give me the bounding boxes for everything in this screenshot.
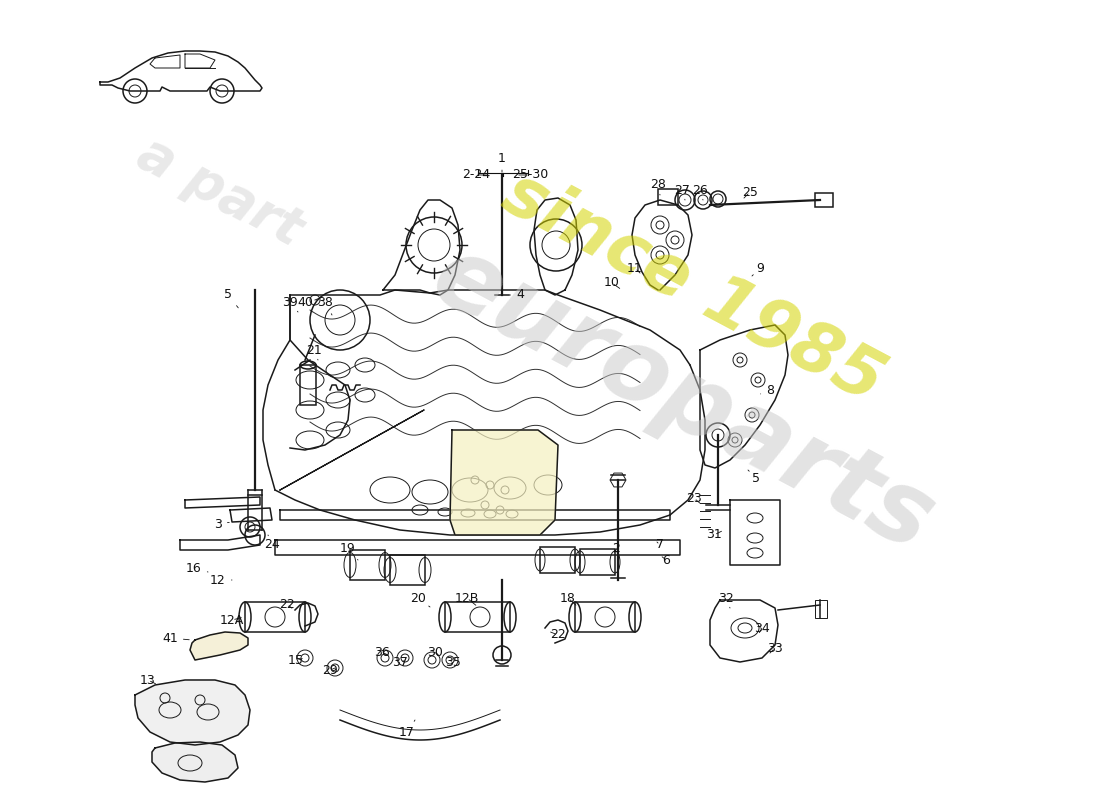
Text: 21: 21 <box>306 343 322 360</box>
Text: 2-24: 2-24 <box>462 169 491 182</box>
Text: a part: a part <box>129 127 311 257</box>
Text: 33: 33 <box>767 642 783 654</box>
Polygon shape <box>450 430 558 535</box>
Text: 25: 25 <box>742 186 758 198</box>
Text: 4: 4 <box>510 289 524 302</box>
Text: 26: 26 <box>692 183 708 200</box>
Text: 18: 18 <box>560 591 576 605</box>
Text: 27: 27 <box>674 183 690 200</box>
Text: 1: 1 <box>498 151 506 172</box>
Polygon shape <box>135 680 250 745</box>
Text: 36: 36 <box>374 646 389 658</box>
Text: 6: 6 <box>662 554 670 566</box>
Text: 22: 22 <box>279 598 295 610</box>
Text: 9: 9 <box>752 262 763 276</box>
Text: 37: 37 <box>392 655 408 669</box>
Text: 17: 17 <box>399 720 415 739</box>
Text: 32: 32 <box>718 591 734 608</box>
Text: 3: 3 <box>214 518 229 530</box>
Text: 29: 29 <box>322 663 338 677</box>
Bar <box>815 600 827 618</box>
Text: 13: 13 <box>140 674 156 686</box>
Polygon shape <box>152 742 238 782</box>
Bar <box>575 602 635 632</box>
Text: 20: 20 <box>410 591 430 607</box>
Bar <box>446 602 510 632</box>
Bar <box>350 550 385 580</box>
Text: 31: 31 <box>706 529 722 542</box>
Bar <box>540 547 575 573</box>
Text: 7: 7 <box>656 538 664 551</box>
Text: 10: 10 <box>604 277 620 290</box>
Text: 39: 39 <box>282 295 298 312</box>
Text: 2: 2 <box>612 542 620 554</box>
Text: 5: 5 <box>748 470 760 485</box>
Text: 22: 22 <box>550 629 565 642</box>
Bar <box>658 189 678 205</box>
Bar <box>815 193 833 207</box>
Text: 16: 16 <box>186 562 208 574</box>
Bar <box>245 602 305 632</box>
Text: 5: 5 <box>224 289 239 308</box>
Text: 25-30: 25-30 <box>512 169 548 182</box>
Bar <box>300 365 316 405</box>
Text: 24: 24 <box>264 535 279 551</box>
Text: 12: 12 <box>210 574 232 586</box>
Text: 11: 11 <box>627 262 642 274</box>
Text: 12B: 12B <box>454 591 480 606</box>
Text: 15: 15 <box>288 654 304 666</box>
Text: 23: 23 <box>686 491 702 505</box>
Text: 12A: 12A <box>220 614 244 626</box>
Bar <box>580 549 615 575</box>
Text: 40: 40 <box>297 295 312 312</box>
Text: 38: 38 <box>317 295 333 315</box>
Text: 34: 34 <box>755 622 770 634</box>
Text: 30: 30 <box>427 646 443 658</box>
Text: 8: 8 <box>760 383 774 397</box>
Polygon shape <box>190 632 248 660</box>
Text: 41: 41 <box>162 631 189 645</box>
Text: 19: 19 <box>340 542 358 560</box>
Bar <box>390 555 425 585</box>
Text: 28: 28 <box>650 178 666 195</box>
Text: 35: 35 <box>446 655 461 669</box>
Text: europarts: europarts <box>415 227 949 573</box>
Text: since 1985: since 1985 <box>492 160 894 416</box>
